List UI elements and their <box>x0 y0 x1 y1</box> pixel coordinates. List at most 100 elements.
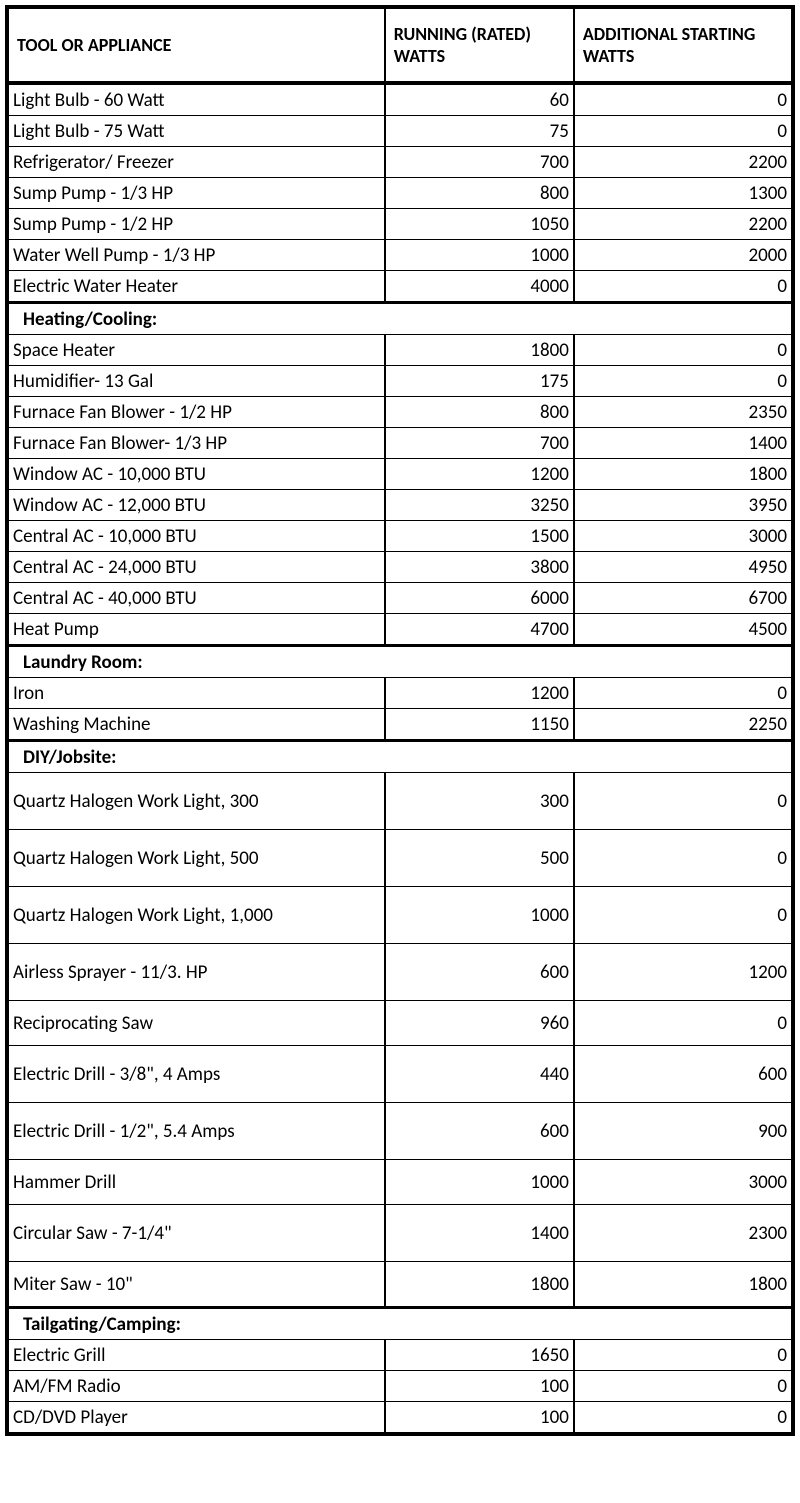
cell-tool-name: Refrigerator/ Freezer <box>7 147 385 178</box>
cell-starting-watts: 2000 <box>574 240 793 271</box>
table-row: Airless Sprayer - 11/3. HP6001200 <box>7 944 793 1001</box>
col-header-tool: TOOL OR APPLIANCE <box>7 7 385 83</box>
cell-tool-name: Sump Pump - 1/2 HP <box>7 209 385 240</box>
cell-tool-name: Water Well Pump - 1/3 HP <box>7 240 385 271</box>
cell-starting-watts: 2200 <box>574 147 793 178</box>
table-row: Furnace Fan Blower- 1/3 HP7001400 <box>7 428 793 459</box>
cell-starting-watts: 3000 <box>574 521 793 552</box>
table-row: Light Bulb - 75 Watt750 <box>7 116 793 147</box>
cell-running-watts: 1400 <box>385 1205 574 1262</box>
cell-starting-watts: 900 <box>574 1103 793 1160</box>
cell-tool-name: Sump Pump - 1/3 HP <box>7 178 385 209</box>
table-row: Iron12000 <box>7 678 793 709</box>
cell-tool-name: Central AC - 40,000 BTU <box>7 583 385 614</box>
table-row: Electric Drill - 3/8", 4 Amps440600 <box>7 1046 793 1103</box>
cell-running-watts: 3800 <box>385 552 574 583</box>
cell-tool-name: Electric Drill - 3/8", 4 Amps <box>7 1046 385 1103</box>
table-row: Water Well Pump - 1/3 HP10002000 <box>7 240 793 271</box>
cell-starting-watts: 0 <box>574 773 793 830</box>
cell-tool-name: Electric Water Heater <box>7 271 385 303</box>
cell-starting-watts: 1400 <box>574 428 793 459</box>
cell-tool-name: Space Heater <box>7 335 385 366</box>
cell-tool-name: Window AC - 10,000 BTU <box>7 459 385 490</box>
cell-running-watts: 700 <box>385 428 574 459</box>
table-row: Electric Grill16500 <box>7 1340 793 1371</box>
cell-running-watts: 175 <box>385 366 574 397</box>
table-row: Window AC - 12,000 BTU32503950 <box>7 490 793 521</box>
cell-running-watts: 1200 <box>385 678 574 709</box>
cell-starting-watts: 0 <box>574 830 793 887</box>
section-row: Tailgating/Camping: <box>7 1308 793 1340</box>
cell-running-watts: 4000 <box>385 271 574 303</box>
table-row: Circular Saw - 7-1/4"14002300 <box>7 1205 793 1262</box>
cell-running-watts: 75 <box>385 116 574 147</box>
cell-tool-name: Quartz Halogen Work Light, 1,000 <box>7 887 385 944</box>
cell-starting-watts: 1300 <box>574 178 793 209</box>
table-row: Electric Drill - 1/2", 5.4 Amps600900 <box>7 1103 793 1160</box>
section-label: Tailgating/Camping: <box>7 1308 793 1340</box>
cell-running-watts: 600 <box>385 944 574 1001</box>
cell-running-watts: 3250 <box>385 490 574 521</box>
table-header-row: TOOL OR APPLIANCE RUNNING (RATED) WATTS … <box>7 7 793 83</box>
wattage-table: TOOL OR APPLIANCE RUNNING (RATED) WATTS … <box>5 5 795 1436</box>
cell-starting-watts: 0 <box>574 887 793 944</box>
cell-running-watts: 440 <box>385 1046 574 1103</box>
table-row: Central AC - 10,000 BTU15003000 <box>7 521 793 552</box>
cell-running-watts: 60 <box>385 83 574 116</box>
cell-tool-name: Humidifier- 13 Gal <box>7 366 385 397</box>
cell-running-watts: 1800 <box>385 1262 574 1308</box>
cell-starting-watts: 2250 <box>574 709 793 741</box>
cell-starting-watts: 0 <box>574 271 793 303</box>
cell-starting-watts: 4950 <box>574 552 793 583</box>
cell-starting-watts: 2200 <box>574 209 793 240</box>
cell-tool-name: Furnace Fan Blower- 1/3 HP <box>7 428 385 459</box>
table-row: Central AC - 40,000 BTU60006700 <box>7 583 793 614</box>
cell-starting-watts: 0 <box>574 678 793 709</box>
cell-running-watts: 1000 <box>385 240 574 271</box>
cell-starting-watts: 0 <box>574 1001 793 1046</box>
cell-starting-watts: 1800 <box>574 459 793 490</box>
cell-running-watts: 800 <box>385 397 574 428</box>
col-header-running: RUNNING (RATED) WATTS <box>385 7 574 83</box>
cell-tool-name: CD/DVD Player <box>7 1402 385 1435</box>
cell-tool-name: Electric Grill <box>7 1340 385 1371</box>
table-row: Furnace Fan Blower - 1/2 HP8002350 <box>7 397 793 428</box>
cell-running-watts: 700 <box>385 147 574 178</box>
cell-starting-watts: 0 <box>574 1340 793 1371</box>
cell-tool-name: Airless Sprayer - 11/3. HP <box>7 944 385 1001</box>
cell-tool-name: Circular Saw - 7-1/4" <box>7 1205 385 1262</box>
cell-starting-watts: 1200 <box>574 944 793 1001</box>
table-row: Washing Machine11502250 <box>7 709 793 741</box>
cell-running-watts: 1200 <box>385 459 574 490</box>
cell-running-watts: 800 <box>385 178 574 209</box>
cell-running-watts: 6000 <box>385 583 574 614</box>
table-row: Window AC - 10,000 BTU12001800 <box>7 459 793 490</box>
table-row: Light Bulb - 60 Watt600 <box>7 83 793 116</box>
cell-running-watts: 100 <box>385 1402 574 1435</box>
col-header-starting: ADDITIONAL STARTING WATTS <box>574 7 793 83</box>
cell-starting-watts: 1800 <box>574 1262 793 1308</box>
cell-running-watts: 100 <box>385 1371 574 1402</box>
table-row: Sump Pump - 1/3 HP8001300 <box>7 178 793 209</box>
cell-starting-watts: 6700 <box>574 583 793 614</box>
cell-tool-name: Iron <box>7 678 385 709</box>
cell-starting-watts: 0 <box>574 366 793 397</box>
cell-running-watts: 1000 <box>385 887 574 944</box>
section-label: DIY/Jobsite: <box>7 741 793 773</box>
table-row: Quartz Halogen Work Light, 5005000 <box>7 830 793 887</box>
cell-tool-name: Miter Saw - 10" <box>7 1262 385 1308</box>
cell-starting-watts: 4500 <box>574 614 793 646</box>
cell-running-watts: 1000 <box>385 1160 574 1205</box>
cell-starting-watts: 0 <box>574 116 793 147</box>
cell-tool-name: AM/FM Radio <box>7 1371 385 1402</box>
cell-starting-watts: 2350 <box>574 397 793 428</box>
cell-tool-name: Electric Drill - 1/2", 5.4 Amps <box>7 1103 385 1160</box>
cell-tool-name: Washing Machine <box>7 709 385 741</box>
section-label: Heating/Cooling: <box>7 303 793 335</box>
cell-running-watts: 1650 <box>385 1340 574 1371</box>
table-row: Space Heater18000 <box>7 335 793 366</box>
section-row: Laundry Room: <box>7 646 793 678</box>
cell-running-watts: 1050 <box>385 209 574 240</box>
section-label: Laundry Room: <box>7 646 793 678</box>
cell-tool-name: Central AC - 10,000 BTU <box>7 521 385 552</box>
